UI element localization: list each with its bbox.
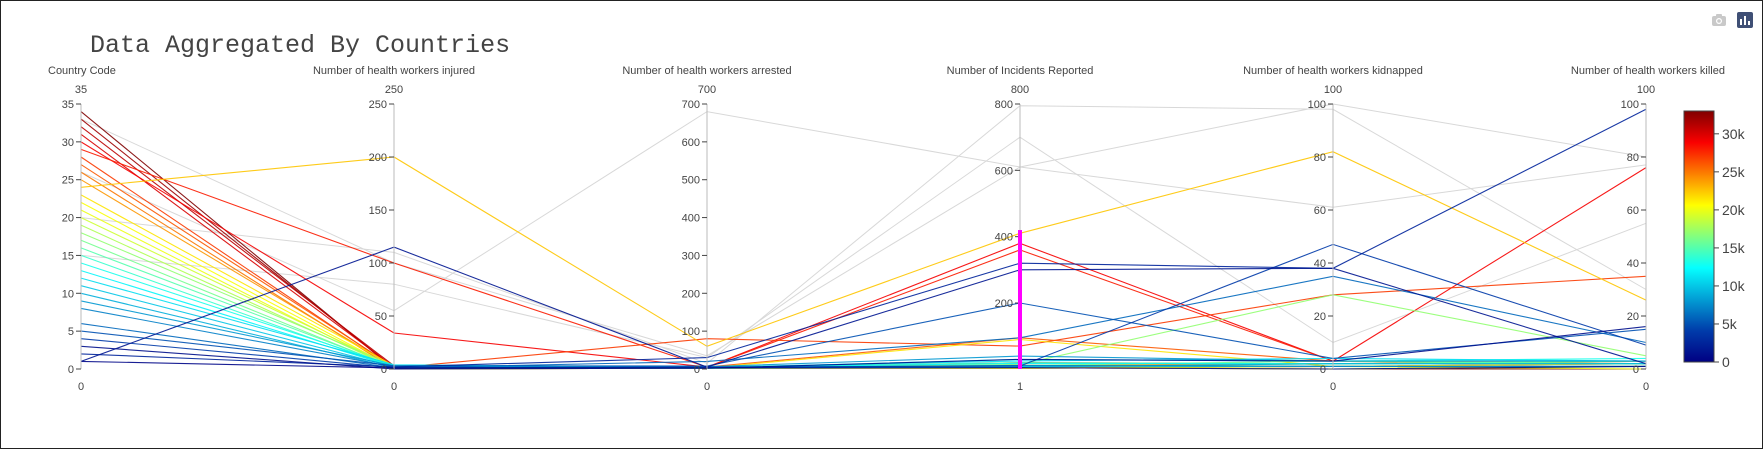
data-line [80, 243, 1647, 369]
unselected-line [80, 111, 1647, 312]
axis-tick-label: 20 [1314, 311, 1326, 323]
data-line [80, 108, 1647, 368]
axis-tick-label: 60 [1314, 205, 1326, 217]
data-line [80, 141, 1647, 368]
colorbar: 0 5k 10k 15k 20k 25k 30k [1683, 110, 1746, 370]
data-lines [80, 108, 1647, 370]
axis-range-max-label: 100 [1637, 84, 1655, 96]
axis-range-min-label: 1 [1017, 381, 1023, 393]
data-line [80, 326, 1647, 370]
axis-tick-label: 30 [62, 137, 74, 149]
axis[interactable]: Number of health workers killed 100 00 20 40… [1571, 65, 1725, 393]
data-line [80, 151, 1647, 347]
colorbar-tick-label: 30k [1722, 126, 1746, 142]
axis-tick-label: 35 [62, 99, 74, 111]
unselected-line [80, 136, 1647, 359]
axis-tick-label: 100 [682, 326, 700, 338]
axis-tick-label: 200 [682, 288, 700, 300]
colorbar-tick-label: 5k [1722, 316, 1738, 332]
axis-tick-label: 300 [682, 250, 700, 262]
axis-tick-label: 200 [995, 298, 1013, 310]
axis-tick-label: 0 [1320, 364, 1326, 376]
axis-title: Number of Incidents Reported [947, 65, 1094, 77]
axis-tick-label: 100 [1308, 99, 1326, 111]
axis-title: Number of health workers arrested [622, 65, 791, 77]
axis-range-max-label: 250 [385, 84, 403, 96]
plotly-logo-icon[interactable] [1736, 11, 1754, 29]
axis-tick-label: 500 [682, 175, 700, 187]
axis-tick-label: 5 [68, 326, 74, 338]
axis-tick-label: 800 [995, 99, 1013, 111]
axis[interactable]: Country Code 35 00 5 10 15 20 25 30 35 [48, 65, 116, 393]
axis-tick-label: 40 [1314, 258, 1326, 270]
unselected-lines [80, 103, 1647, 364]
colorbar-tick-label: 25k [1722, 164, 1746, 180]
axis-tick-label: 0 [1633, 364, 1639, 376]
data-line [80, 360, 1647, 370]
axis-tick-label: 250 [369, 99, 387, 111]
axis-range-min-label: 0 [391, 381, 397, 393]
axis-tick-label: 20 [1627, 311, 1639, 323]
axis-range-min-label: 0 [704, 381, 710, 393]
modebar [1710, 11, 1754, 29]
data-line [80, 232, 1647, 369]
data-line [80, 111, 1646, 370]
axis-tick-label: 80 [1314, 152, 1326, 164]
axis-tick-label: 700 [682, 99, 700, 111]
axis-title: Number of health workers injured [313, 65, 475, 77]
axis-tick-label: 0 [381, 364, 387, 376]
axis-tick-label: 0 [68, 364, 74, 376]
unselected-line [80, 103, 1647, 357]
unselected-line [80, 105, 1647, 364]
colorbar-tick-label: 15k [1722, 240, 1746, 256]
data-line [80, 300, 1646, 368]
axis[interactable]: Number of Incidents Reported 800 1 200 400 60… [947, 65, 1094, 393]
camera-icon[interactable] [1710, 11, 1728, 29]
colorbar-tick-label: 10k [1722, 278, 1746, 294]
chart-title: Data Aggregated By Countries [90, 31, 510, 60]
axis-tick-label: 60 [1627, 205, 1639, 217]
axis-range-max-label: 100 [1324, 84, 1342, 96]
axis-range-max-label: 700 [698, 84, 716, 96]
axis-tick-label: 20 [62, 213, 74, 225]
axis[interactable]: Number of health workers injured 250 00 50 1… [313, 65, 475, 393]
axis-tick-label: 10 [62, 288, 74, 300]
axis-tick-label: 100 [1621, 99, 1639, 111]
axis-range-min-label: 0 [78, 381, 84, 393]
axis-tick-label: 80 [1627, 152, 1639, 164]
axis-title: Country Code [48, 65, 116, 77]
axis-tick-label: 15 [62, 250, 74, 262]
axis-title: Number of health workers killed [1571, 65, 1725, 77]
colorbar-tick-label: 20k [1722, 202, 1746, 218]
axis-title: Number of health workers kidnapped [1243, 65, 1423, 77]
axis-tick-label: 40 [1627, 258, 1639, 270]
axis-tick-label: 0 [694, 364, 700, 376]
axis-range-max-label: 35 [75, 84, 87, 96]
axis-tick-label: 600 [995, 165, 1013, 177]
axis-range-max-label: 800 [1011, 84, 1029, 96]
axis-tick-label: 400 [682, 213, 700, 225]
data-line [80, 246, 1647, 368]
colorbar-gradient [1683, 110, 1715, 363]
axis-tick-label: 50 [375, 311, 387, 323]
colorbar-tick-label: 0 [1722, 354, 1730, 370]
axis-tick-label: 150 [369, 205, 387, 217]
axis-tick-label: 400 [995, 232, 1013, 244]
axis-range-min-label: 0 [1330, 381, 1336, 393]
axis-tick-label: 600 [682, 137, 700, 149]
axis-constraint-range[interactable] [1018, 230, 1022, 369]
axis-tick-label: 25 [62, 175, 74, 187]
axis-tick-label: 100 [369, 258, 387, 270]
axis-tick-label: 200 [369, 152, 387, 164]
data-line [80, 302, 1647, 367]
axis-range-min-label: 0 [1643, 381, 1649, 393]
axis[interactable]: Number of health workers arrested 700 00 10… [622, 65, 791, 393]
axis[interactable]: Number of health workers kidnapped 100 00 2… [1243, 65, 1423, 393]
